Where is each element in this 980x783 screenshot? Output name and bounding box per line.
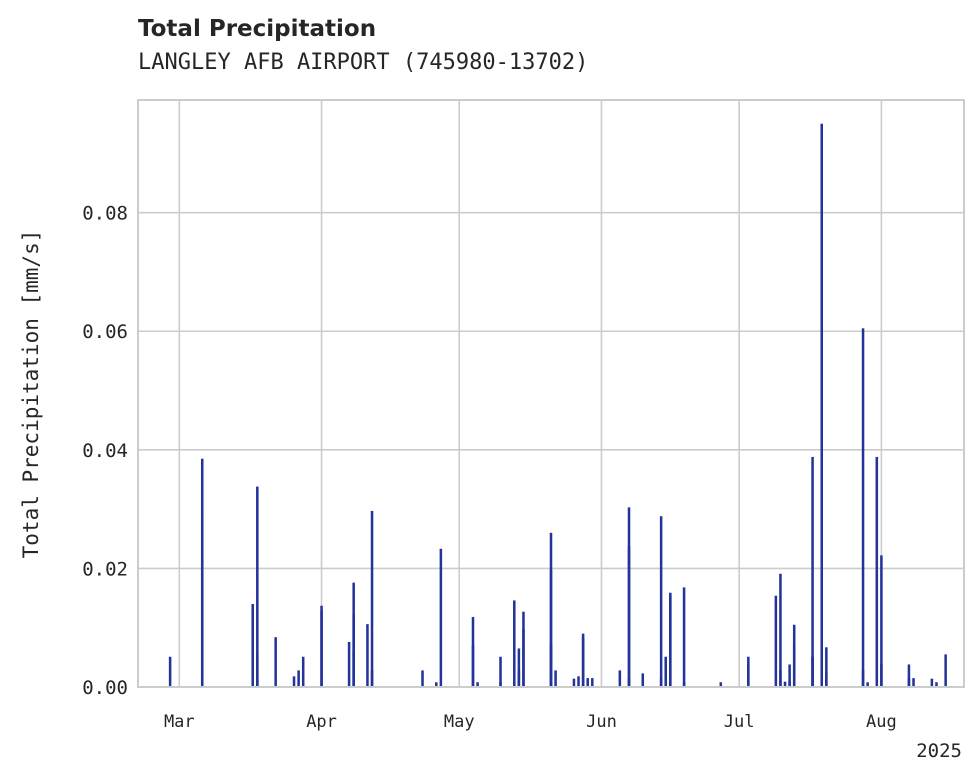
precipitation-bar: [476, 682, 479, 687]
precipitation-bar: [912, 678, 915, 687]
precipitation-bar: [820, 672, 824, 687]
precipitation-bar: [880, 555, 883, 687]
precipitation-bar: [435, 682, 438, 687]
precipitation-bar: [792, 645, 796, 687]
precipitation-bar: [930, 678, 934, 687]
precipitation-bar: [439, 548, 443, 687]
precipitation-bar: [581, 633, 585, 687]
y-tick-label: 0.00: [82, 677, 128, 699]
chart-subtitle: LANGLEY AFB AIRPORT (745980-13702): [138, 50, 589, 75]
grid-lines: [138, 100, 964, 687]
precipitation-bar: [320, 611, 323, 687]
precipitation-bar: [471, 645, 475, 687]
precipitation-bar: [747, 664, 750, 687]
precipitation-bar: [861, 328, 865, 687]
precipitation-bar: [669, 595, 672, 687]
precipitation-bar: [370, 670, 374, 687]
precipitation-bar: [499, 682, 502, 687]
precipitation-bar: [774, 595, 778, 687]
precipitation-bar: [811, 656, 814, 687]
y-tick-label: 0.06: [82, 321, 128, 343]
precipitation-bar: [811, 456, 814, 687]
precipitation-bar: [627, 678, 631, 687]
precipitation-bar: [907, 664, 911, 687]
x-tick-label: Mar: [164, 712, 195, 732]
precipitation-bar: [251, 603, 254, 687]
precipitation-bar: [297, 670, 300, 687]
precipitation-bar: [825, 647, 828, 687]
precipitation-bar: [866, 682, 869, 687]
precipitation-bar: [944, 654, 947, 687]
chart-title: Total Precipitation: [138, 16, 377, 42]
x-tick-label: Jul: [724, 712, 755, 732]
precipitation-bar: [522, 611, 525, 687]
precipitation-bar: [274, 637, 277, 687]
precipitation-bar: [366, 624, 369, 687]
precipitation-bar: [352, 650, 355, 687]
precipitation-bar: [641, 673, 645, 687]
precipitation-bar: [200, 562, 204, 687]
precipitation-bar: [935, 682, 938, 687]
precipitation-bar: [788, 664, 791, 687]
x-axis-year-label: 2025: [916, 740, 962, 762]
precipitation-bar: [347, 641, 351, 687]
y-tick-label: 0.08: [82, 203, 128, 225]
precipitation-bar: [168, 656, 172, 687]
precipitation-bar: [517, 648, 521, 687]
precipitation-bar: [554, 670, 557, 687]
precipitation-bar: [618, 670, 622, 687]
precipitation-bar: [370, 510, 374, 687]
precipitation-bar: [659, 678, 663, 687]
precipitation-bar: [788, 681, 791, 687]
precipitation-bar: [292, 676, 296, 687]
precipitation-bar: [586, 678, 589, 687]
precipitation-bar: [421, 670, 424, 687]
precipitation-bar: [861, 670, 865, 687]
precipitation-bar: [880, 664, 883, 687]
precipitation-bar: [875, 456, 879, 687]
axis-ticks: 0.00 0.02 0.04 0.06 0.08 Mar Apr May Jun Jul Aug: [82, 203, 897, 732]
precipitation-bar: [549, 569, 553, 687]
precipitation-bar: [664, 656, 667, 687]
plot-frame: [137, 99, 965, 688]
precipitation-bar: [517, 670, 521, 687]
y-axis-label: Total Precipitation [mm/s]: [19, 230, 43, 559]
precipitation-bar: [659, 516, 663, 687]
precipitation-bar: [499, 656, 502, 687]
precipitation-bar: [572, 678, 576, 687]
precipitation-bar: [256, 654, 259, 687]
y-tick-label: 0.02: [82, 558, 128, 580]
x-tick-label: May: [444, 712, 475, 732]
precipitation-bar: [256, 486, 259, 687]
precipitation-bar: [779, 573, 782, 687]
x-tick-label: Apr: [306, 712, 337, 732]
precipitation-bar: [577, 676, 580, 687]
precipitation-bar: [513, 600, 516, 687]
precipitation-bar: [825, 672, 828, 687]
precipitation-bar: [627, 507, 631, 687]
precipitation-bar: [301, 656, 305, 687]
precipitation-bar: [256, 678, 259, 687]
x-tick-label: Jun: [586, 712, 617, 732]
precipitation-bar: [719, 682, 723, 687]
precipitation-bar: [682, 587, 686, 687]
precipitation-bars: [168, 123, 947, 688]
precipitation-bar: [591, 678, 594, 687]
y-tick-label: 0.04: [82, 440, 128, 462]
precipitation-bar: [783, 681, 787, 687]
x-tick-label: Aug: [866, 712, 897, 732]
precipitation-bar: [820, 123, 824, 688]
